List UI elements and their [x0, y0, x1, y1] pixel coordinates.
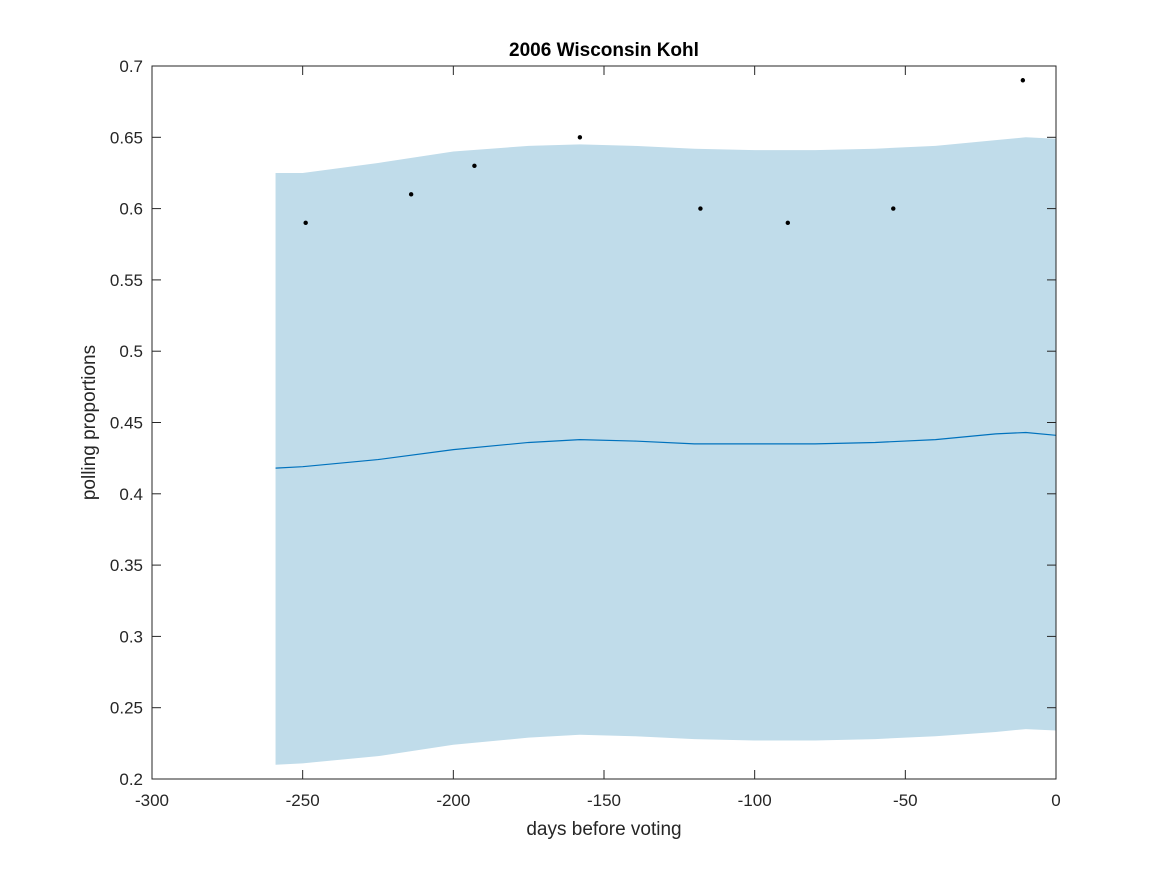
y-tick-label: 0.7 — [119, 57, 143, 76]
y-tick-label: 0.45 — [110, 414, 143, 433]
y-tick-label: 0.65 — [110, 128, 143, 147]
y-tick-label: 0.25 — [110, 699, 143, 718]
x-tick-label: -200 — [436, 791, 470, 810]
y-tick-label: 0.55 — [110, 271, 143, 290]
poll-point — [891, 206, 896, 211]
poll-point — [408, 192, 414, 197]
chart-title: 2006 Wisconsin Kohl — [509, 40, 699, 61]
axes: -300 -250 -200 -150 -100 -50 0 0.2 0.25 0.3 0.35 0.… — [110, 57, 1061, 810]
poll-point — [303, 220, 308, 226]
x-axis-title: days before voting — [526, 819, 681, 840]
y-axis-title: polling proportions — [79, 345, 100, 500]
x-tick-label: -150 — [587, 791, 621, 810]
x-tick-label: -100 — [738, 791, 772, 810]
y-tick-label: 0.5 — [119, 342, 143, 361]
y-tick-label: 0.6 — [119, 200, 143, 219]
y-tick-label: 0.35 — [110, 556, 143, 575]
y-tick-label: 0.3 — [119, 627, 143, 646]
x-tick-label: -50 — [893, 791, 918, 810]
poll-point — [472, 163, 477, 169]
plot-area — [275, 78, 1057, 765]
x-tick-label: 0 — [1051, 791, 1060, 810]
y-tick-label: 0.4 — [119, 485, 143, 504]
poll-point — [577, 135, 583, 140]
x-tick-label: -300 — [135, 791, 169, 810]
poll-point — [1020, 78, 1026, 83]
x-tick-label: -250 — [286, 791, 320, 810]
trend-line — [275, 431, 1057, 469]
confidence-band — [275, 137, 1057, 765]
poll-point — [785, 220, 791, 226]
y-tick-label: 0.2 — [119, 770, 143, 789]
poll-point — [698, 206, 703, 211]
